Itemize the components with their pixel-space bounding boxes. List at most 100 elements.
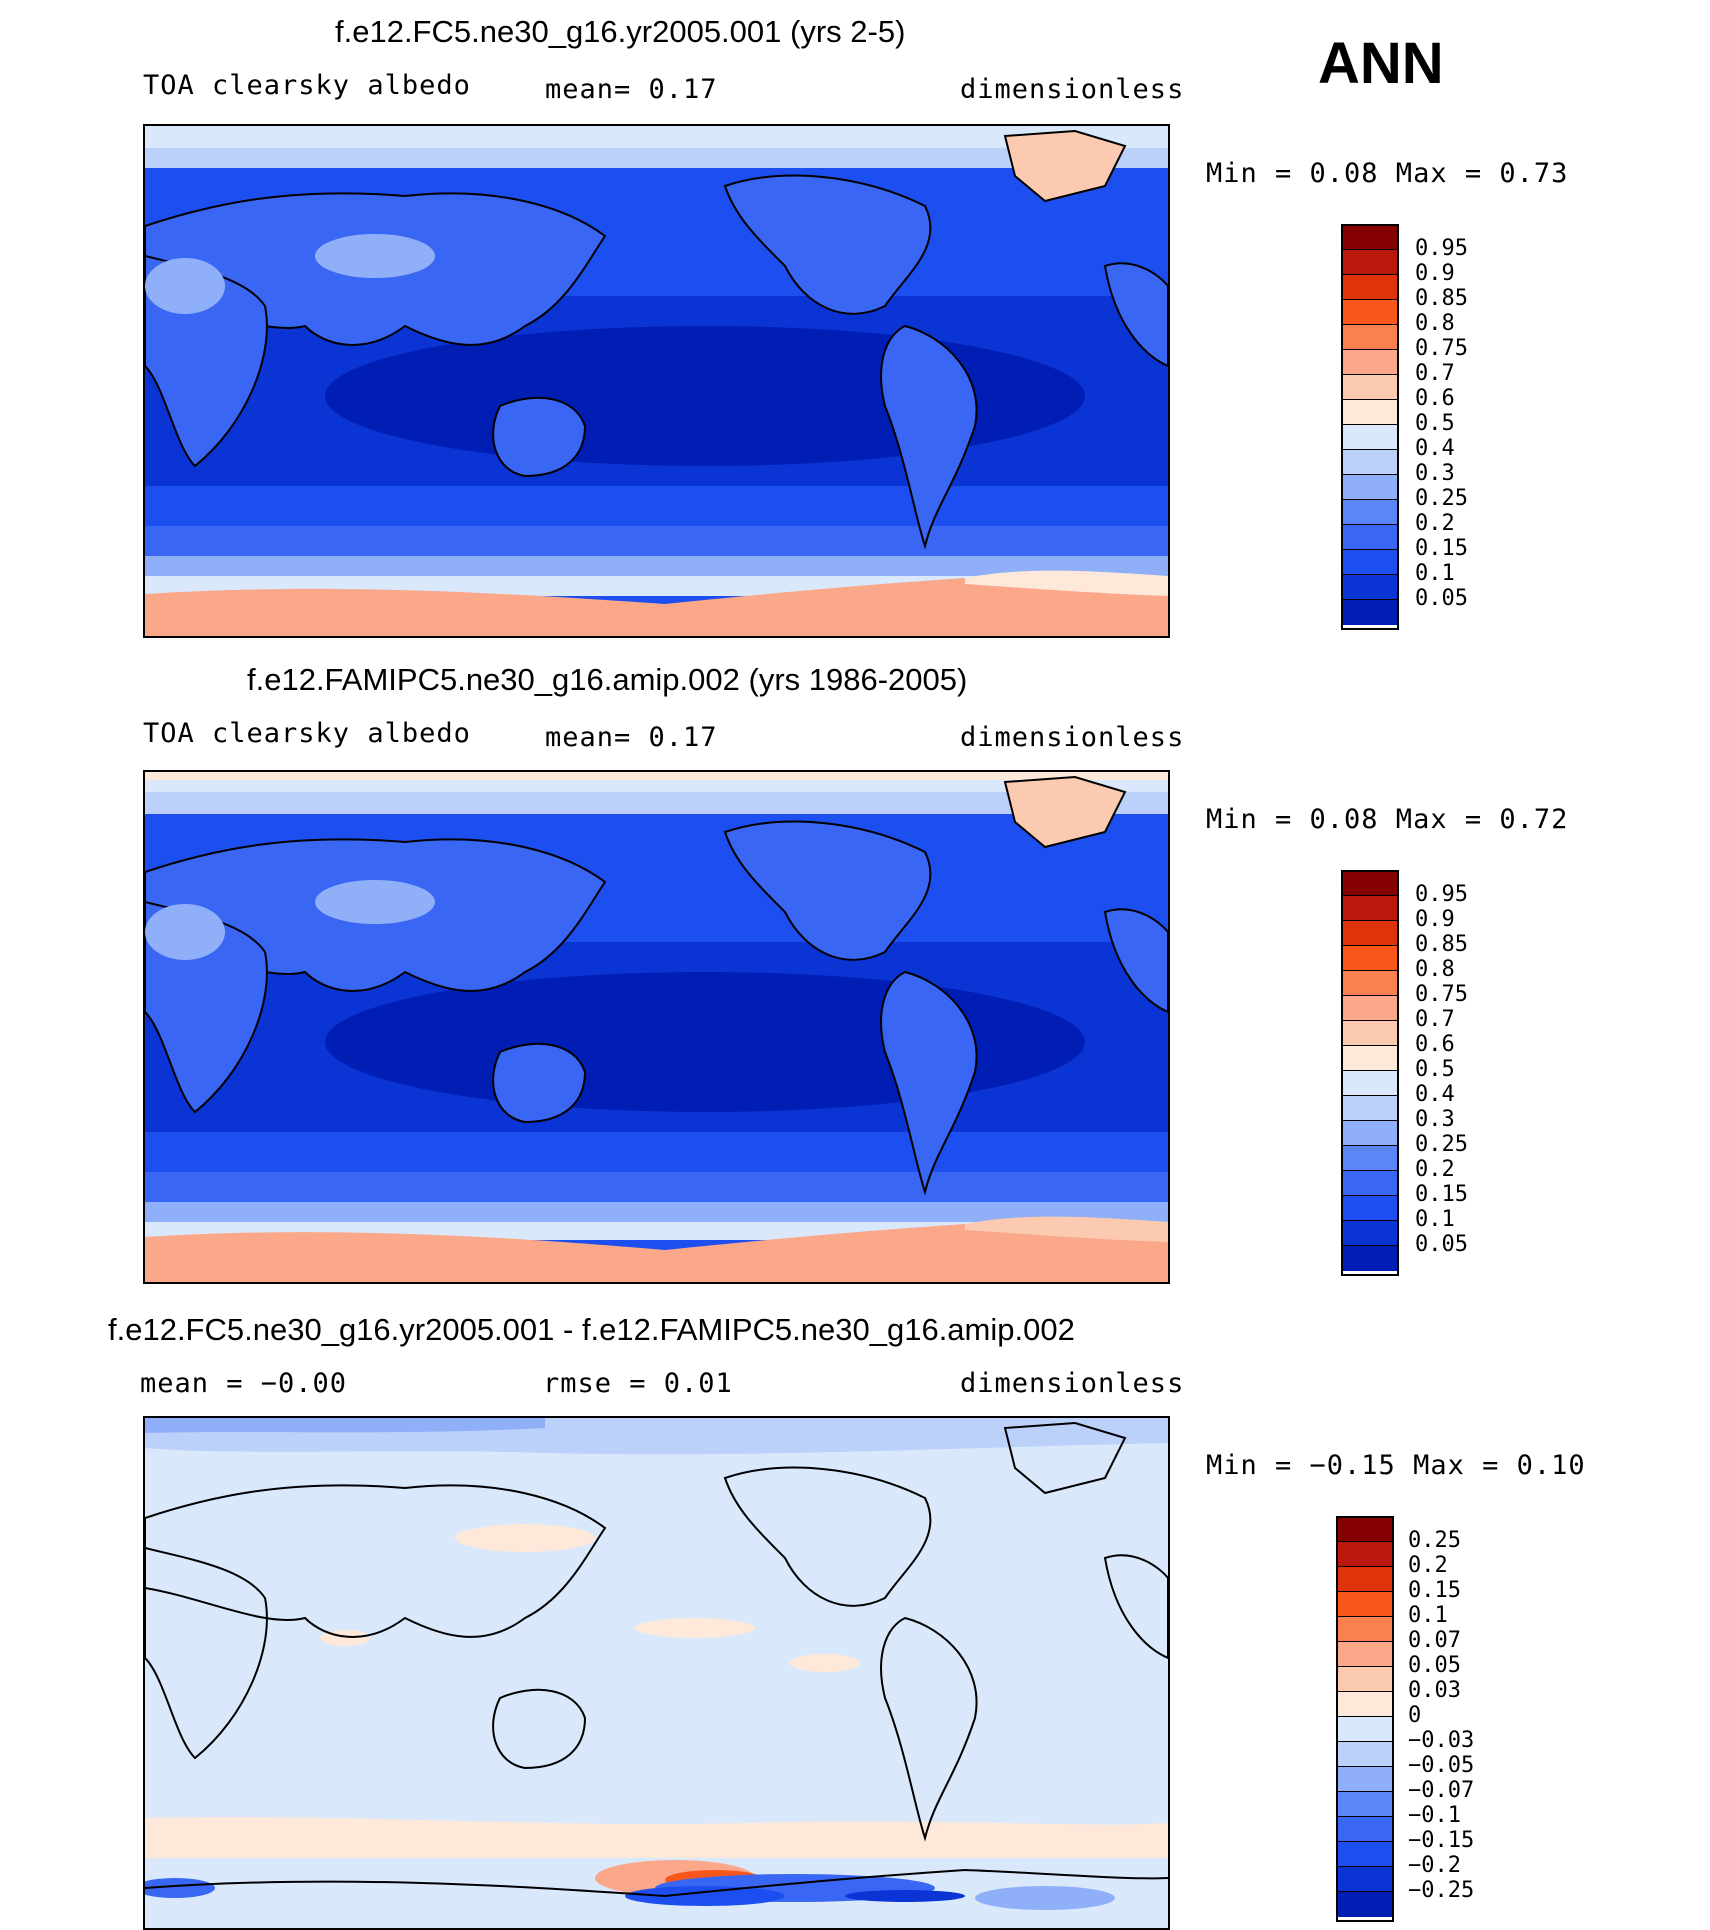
colorbar-cell (1343, 1221, 1397, 1246)
colorbar-tick: 0.25 (1415, 486, 1468, 511)
colorbar-tick: 0.03 (1408, 1678, 1461, 1703)
colorbar-cell (1343, 1071, 1397, 1096)
colorbar-tick: 0.1 (1415, 561, 1455, 586)
colorbar-tick: 0.8 (1415, 957, 1455, 982)
colorbar-cell (1338, 1742, 1392, 1767)
mean-label-control: mean= 0.17 (545, 722, 718, 753)
colorbar-cell (1343, 350, 1397, 375)
colorbar-tick: 0 (1408, 1703, 1422, 1728)
colorbar-tick: −0.03 (1408, 1728, 1475, 1753)
colorbar-tick: 0.6 (1415, 1032, 1455, 1057)
colorbar-cell (1343, 375, 1397, 400)
colorbar-cell (1338, 1842, 1392, 1867)
colorbar-cell (1343, 250, 1397, 275)
colorbar-tick: −0.15 (1408, 1828, 1475, 1853)
colorbar-tick: 0.9 (1415, 907, 1455, 932)
colorbar-tick: 0.25 (1408, 1528, 1461, 1553)
colorbar-cell (1343, 525, 1397, 550)
colorbar-cell (1338, 1567, 1392, 1592)
colorbar-cell (1343, 300, 1397, 325)
colorbar-tick: 0.85 (1415, 286, 1468, 311)
rmse-label-diff: rmse = 0.01 (543, 1368, 733, 1399)
colorbar-cell (1343, 1096, 1397, 1121)
colorbar-cell (1338, 1642, 1392, 1667)
colorbar-diff (1336, 1516, 1394, 1922)
colorbar-cell (1338, 1692, 1392, 1717)
colorbar-tick: 0.07 (1408, 1628, 1461, 1653)
colorbar-cell (1343, 226, 1397, 250)
colorbar-tick: 0.3 (1415, 1107, 1455, 1132)
colorbar-tick: 0.1 (1415, 1207, 1455, 1232)
mean-label-diff: mean = −0.00 (140, 1368, 348, 1399)
minmax-label-control: Min = 0.08 Max = 0.72 (1206, 804, 1569, 835)
mean-label-test: mean= 0.17 (545, 74, 718, 105)
map-field-test (145, 126, 1168, 636)
colorbar-cell (1343, 1171, 1397, 1196)
colorbar-cell (1338, 1617, 1392, 1642)
map-test (143, 124, 1170, 638)
colorbar-tick: −0.2 (1408, 1853, 1461, 1878)
colorbar-cell (1338, 1717, 1392, 1742)
colorbar-tick: −0.25 (1408, 1878, 1475, 1903)
colorbar-tick: 0.05 (1415, 586, 1468, 611)
colorbar-cell (1343, 1021, 1397, 1046)
variable-label-control: TOA clearsky albedo (143, 718, 471, 749)
colorbar-tick: 0.2 (1408, 1553, 1448, 1578)
colorbar-tick: 0.8 (1415, 311, 1455, 336)
minmax-label-test: Min = 0.08 Max = 0.73 (1206, 158, 1569, 189)
colorbar-tick: −0.05 (1408, 1753, 1475, 1778)
colorbar-cell (1338, 1542, 1392, 1567)
map-field-control (145, 772, 1168, 1282)
colorbar-cell (1338, 1592, 1392, 1617)
map-field-diff (145, 1418, 1168, 1928)
colorbar-tick: 0.2 (1415, 1157, 1455, 1182)
colorbar-cell (1343, 921, 1397, 946)
colorbar-cell (1343, 896, 1397, 921)
colorbar-cell (1343, 550, 1397, 575)
colorbar-cell (1343, 275, 1397, 300)
colorbar-cell (1343, 872, 1397, 896)
colorbar-tick: 0.15 (1408, 1578, 1461, 1603)
colorbar-tick: 0.5 (1415, 411, 1455, 436)
colorbar-cell (1343, 996, 1397, 1021)
season-label: ANN (1318, 31, 1444, 96)
colorbar-cell (1343, 475, 1397, 500)
panel-title-control: f.e12.FAMIPC5.ne30_g16.amip.002 (yrs 198… (247, 662, 968, 697)
colorbar-tick: 0.5 (1415, 1057, 1455, 1082)
colorbar-tick: 0.85 (1415, 932, 1468, 957)
units-label-diff: dimensionless (960, 1368, 1185, 1399)
colorbar-cell (1343, 1196, 1397, 1221)
colorbar-tick: −0.1 (1408, 1803, 1461, 1828)
minmax-label-diff: Min = −0.15 Max = 0.10 (1206, 1450, 1586, 1481)
colorbar-cell (1343, 600, 1397, 625)
colorbar-tick: 0.95 (1415, 882, 1468, 907)
panel-title-test: f.e12.FC5.ne30_g16.yr2005.001 (yrs 2-5) (335, 14, 906, 49)
colorbar-tick: 0.05 (1415, 1232, 1468, 1257)
colorbar-tick: 0.75 (1415, 336, 1468, 361)
map-diff (143, 1416, 1170, 1930)
panel-title-diff: f.e12.FC5.ne30_g16.yr2005.001 - f.e12.FA… (108, 1312, 1075, 1347)
colorbar-tick: 0.6 (1415, 386, 1455, 411)
colorbar-test (1341, 224, 1399, 630)
map-control (143, 770, 1170, 1284)
colorbar-tick: 0.05 (1408, 1653, 1461, 1678)
colorbar-tick: 0.2 (1415, 511, 1455, 536)
colorbar-cell (1338, 1867, 1392, 1892)
colorbar-cell (1343, 971, 1397, 996)
units-label-test: dimensionless (960, 74, 1185, 105)
colorbar-tick: 0.7 (1415, 1007, 1455, 1032)
colorbar-control (1341, 870, 1399, 1276)
variable-label-test: TOA clearsky albedo (143, 70, 471, 101)
colorbar-cell (1343, 325, 1397, 350)
colorbar-cell (1343, 1146, 1397, 1171)
colorbar-cell (1338, 1518, 1392, 1542)
colorbar-cell (1338, 1767, 1392, 1792)
colorbar-cell (1343, 946, 1397, 971)
colorbar-tick: 0.3 (1415, 461, 1455, 486)
colorbar-cell (1343, 450, 1397, 475)
colorbar-cell (1338, 1892, 1392, 1917)
colorbar-cell (1343, 1046, 1397, 1071)
colorbar-tick: 0.4 (1415, 436, 1455, 461)
colorbar-cell (1343, 400, 1397, 425)
colorbar-tick: 0.15 (1415, 536, 1468, 561)
